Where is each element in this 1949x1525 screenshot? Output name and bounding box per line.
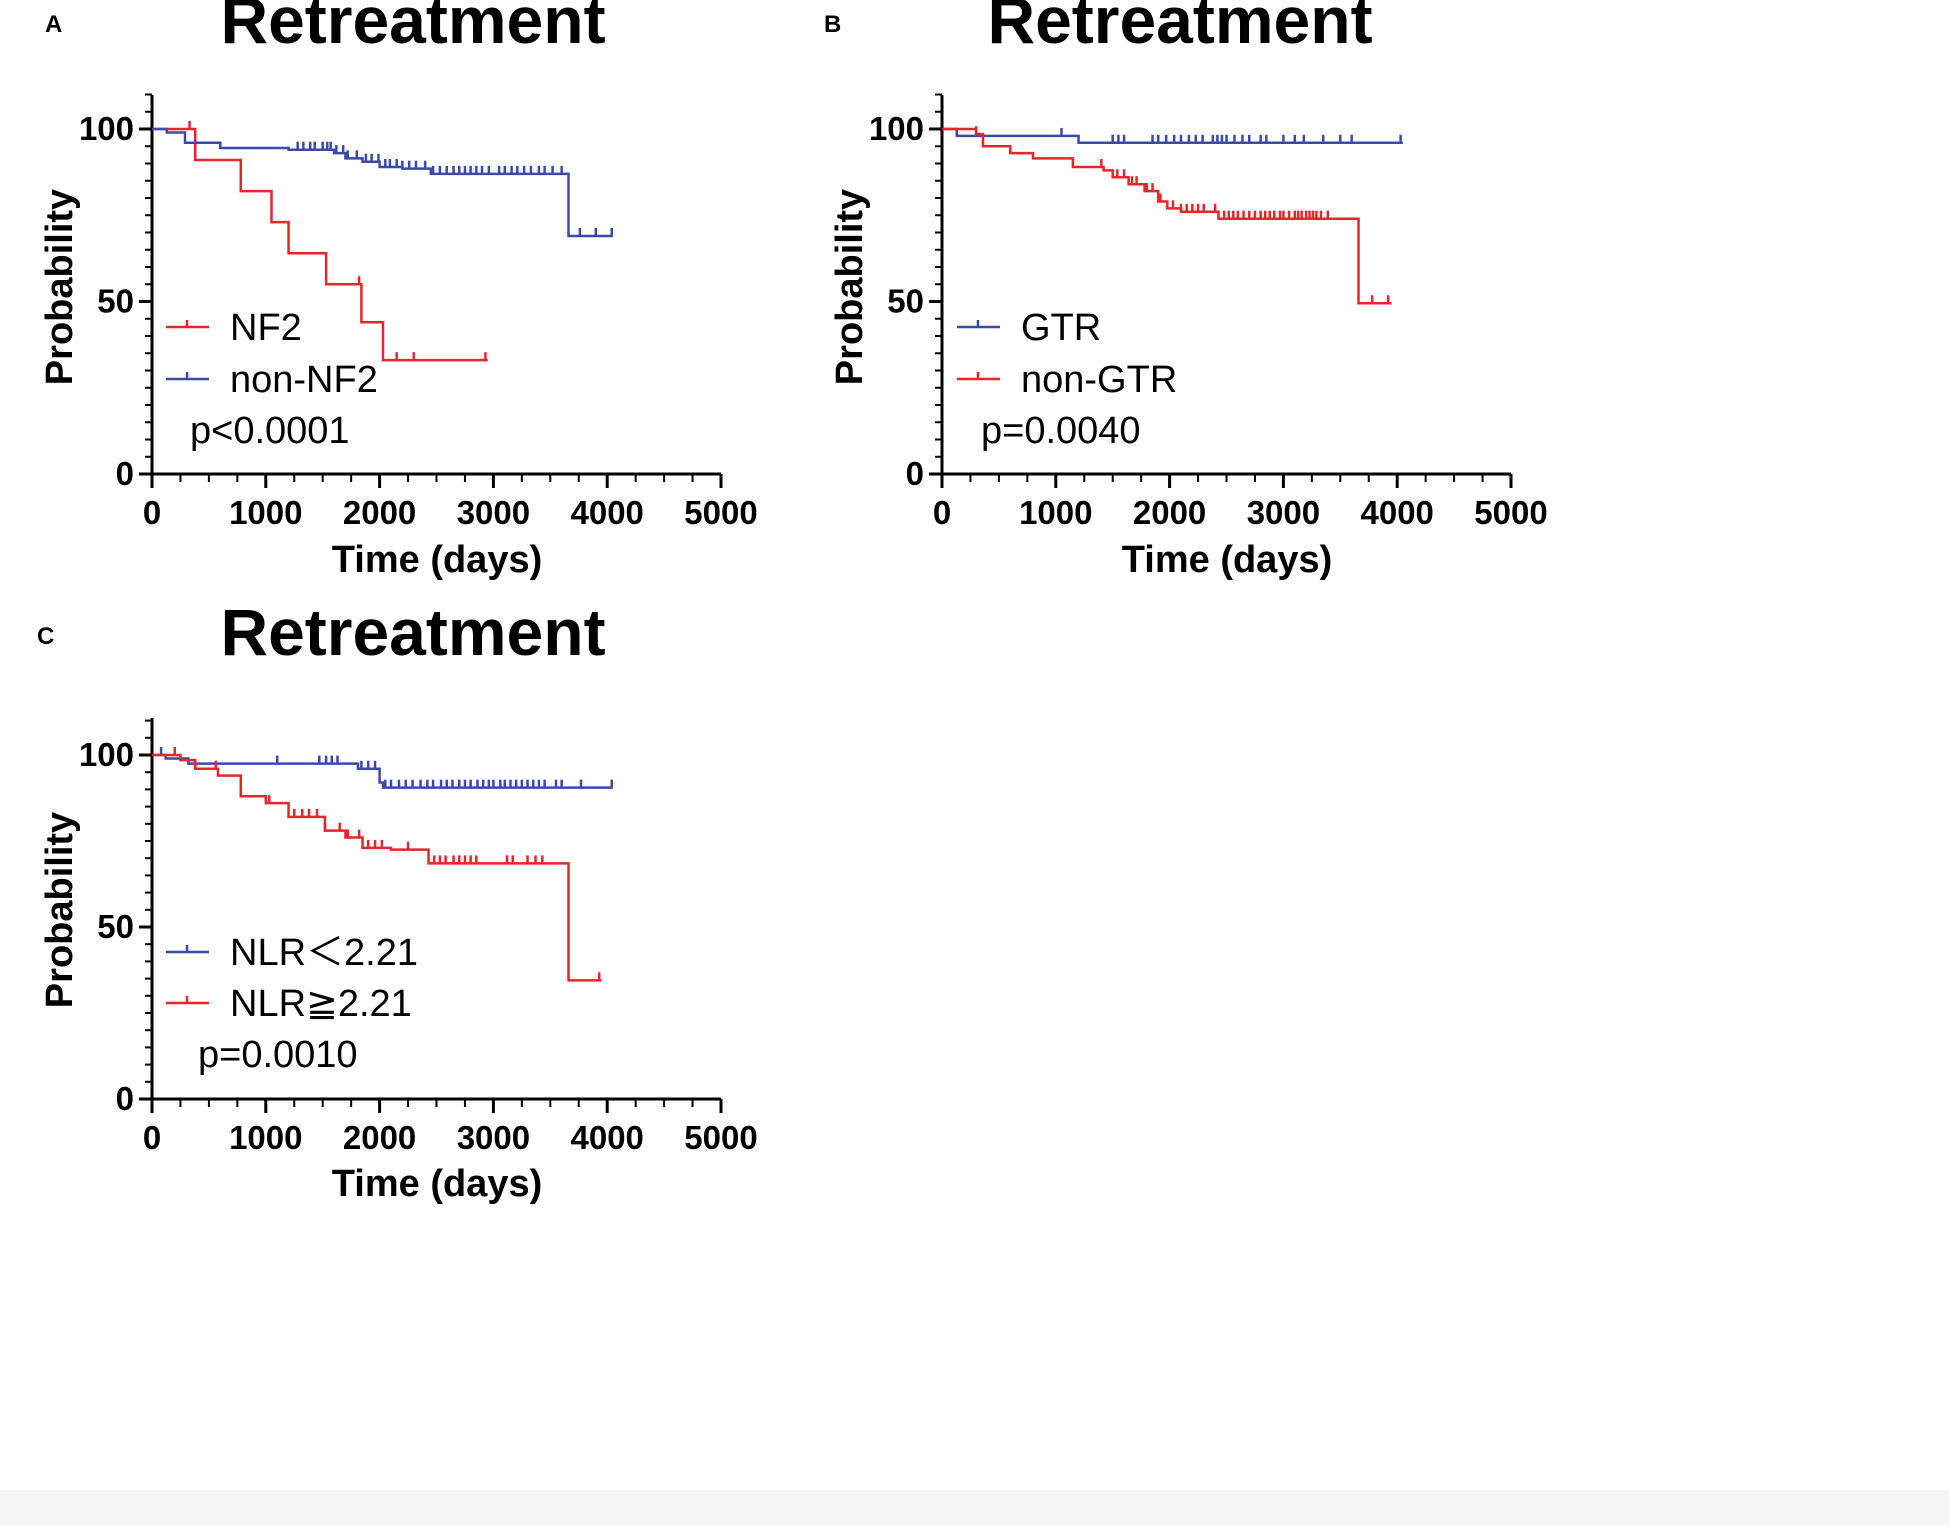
legend-item: GTR (957, 307, 1101, 349)
y-tick-label: 100 (79, 110, 134, 147)
y-tick-label: 100 (79, 736, 134, 773)
chart-title: Retreatment (220, 595, 605, 669)
survival-series (152, 747, 602, 982)
p-value: p=0.0040 (981, 410, 1141, 452)
legend-item: non-NF2 (166, 359, 378, 401)
panel-b: B Retreatment Time (days) Probability GT… (824, 0, 1548, 581)
y-tick-label: 0 (906, 455, 924, 492)
x-tick-label: 3000 (1247, 494, 1320, 531)
legend-item: NLR＜2.21 (166, 932, 418, 974)
chart-title: Retreatment (987, 0, 1372, 57)
y-axis-title: Probability (829, 189, 871, 385)
chart-title: Retreatment (220, 0, 605, 57)
survival-curve-line (152, 127, 613, 238)
panel-letter: A (45, 11, 62, 38)
x-tick-label: 0 (143, 1119, 161, 1156)
survival-curve-line (152, 753, 602, 982)
survival-series (942, 127, 1403, 145)
y-tick-label: 100 (869, 110, 924, 147)
x-tick-label: 4000 (570, 494, 643, 531)
legend-label: non-GTR (1021, 359, 1177, 401)
x-tick-label: 1000 (229, 1119, 302, 1156)
x-tick-label: 5000 (684, 1119, 757, 1156)
y-axis-title: Probability (39, 189, 81, 385)
x-tick-label: 2000 (343, 494, 416, 531)
y-tick-label: 0 (116, 455, 134, 492)
panel-c: C Retreatment Time (days) Probability NL… (37, 595, 758, 1205)
survival-curve-line (942, 127, 1392, 305)
panel-letter: C (37, 623, 54, 650)
x-tick-label: 2000 (1133, 494, 1206, 531)
survival-series (942, 126, 1392, 305)
bottom-strip (0, 1490, 1949, 1525)
legend-label: GTR (1021, 307, 1101, 349)
panel-a: A Retreatment Time (days) Probability NF… (39, 0, 758, 581)
x-axis-title: Time (days) (332, 1163, 542, 1205)
x-tick-label: 5000 (1474, 494, 1547, 531)
legend-label: NF2 (230, 307, 302, 349)
x-tick-label: 5000 (684, 494, 757, 531)
survival-series (152, 747, 614, 789)
x-tick-label: 4000 (570, 1119, 643, 1156)
y-tick-label: 0 (116, 1080, 134, 1117)
survival-curve-line (152, 753, 613, 789)
legend-item: non-GTR (957, 359, 1177, 401)
panel-letter: B (824, 11, 841, 38)
survival-curve-line (152, 127, 488, 362)
legend-item: NF2 (166, 307, 302, 349)
x-tick-label: 3000 (457, 1119, 530, 1156)
x-axis-title: Time (days) (1122, 539, 1332, 581)
legend-label: non-NF2 (230, 359, 378, 401)
survival-curve-line (942, 127, 1403, 145)
x-tick-label: 3000 (457, 494, 530, 531)
survival-series (152, 121, 488, 362)
legend-label: NLR≧2.21 (230, 983, 412, 1025)
y-tick-label: 50 (887, 283, 924, 320)
legend: NLR＜2.21 NLR≧2.21 (166, 932, 418, 1025)
legend-item: NLR≧2.21 (166, 983, 412, 1025)
x-tick-label: 1000 (229, 494, 302, 531)
x-tick-label: 2000 (343, 1119, 416, 1156)
survival-series (152, 127, 614, 238)
y-tick-label: 50 (97, 908, 134, 945)
legend: NF2 non-NF2 (166, 307, 378, 401)
x-tick-label: 0 (143, 494, 161, 531)
x-tick-label: 1000 (1019, 494, 1092, 531)
p-value: p=0.0010 (198, 1034, 358, 1076)
p-value: p<0.0001 (190, 410, 350, 452)
x-tick-label: 4000 (1360, 494, 1433, 531)
legend-label: NLR＜2.21 (230, 932, 418, 974)
x-axis-title: Time (days) (332, 539, 542, 581)
y-tick-label: 50 (97, 283, 134, 320)
y-axis-title: Probability (39, 812, 81, 1008)
legend: GTR non-GTR (957, 307, 1177, 401)
x-tick-label: 0 (933, 494, 951, 531)
